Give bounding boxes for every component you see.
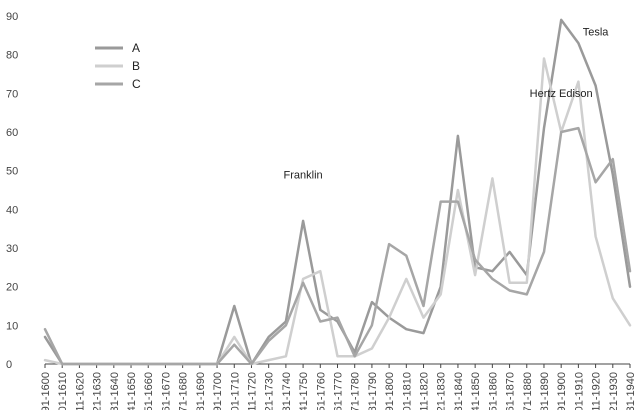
y-tick-label: 20 — [6, 282, 18, 294]
x-tick-label: 1741-1750 — [298, 372, 310, 410]
x-tick-label: 1761-1770 — [333, 372, 345, 410]
x-tick-label: 1911-1920 — [591, 372, 603, 410]
x-tick-label: 1821-1830 — [436, 372, 448, 410]
y-axis: 0 10 20 30 40 50 60 70 80 90 — [6, 11, 18, 371]
x-tick-label: 1771-1780 — [350, 372, 362, 410]
x-tick-label: 1701-1710 — [229, 372, 241, 410]
y-tick-label: 10 — [6, 320, 18, 332]
series-line-c — [43, 126, 632, 366]
x-tick-label: 1611-1620 — [74, 372, 86, 410]
legend-label-a: A — [132, 41, 140, 55]
y-tick-label: 30 — [6, 243, 18, 255]
x-tick-label: 1711-1720 — [246, 372, 258, 410]
x-tick-label: 1881-1890 — [539, 372, 551, 410]
y-tick-label: 60 — [6, 127, 18, 139]
series-layer — [43, 18, 632, 366]
y-tick-label: 40 — [6, 204, 18, 216]
x-tick-label: 1811-1820 — [419, 372, 431, 410]
x-tick-label: 1621-1630 — [92, 372, 104, 410]
x-tick-label: 1921-1930 — [608, 372, 620, 410]
y-tick-label: 80 — [6, 50, 18, 62]
annotation-hertz-edison: Hertz Edison — [530, 88, 593, 100]
x-tick-label: 1631-1640 — [109, 372, 121, 410]
annotation-tesla: Tesla — [583, 26, 610, 38]
x-tick-label: 1861-1870 — [505, 372, 517, 410]
annotations: Franklin Hertz Edison Tesla — [284, 26, 610, 181]
y-tick-label: 0 — [6, 359, 12, 371]
annotation-franklin: Franklin — [284, 169, 323, 181]
legend-label-b: B — [132, 59, 140, 73]
x-tick-label: 1831-1840 — [453, 372, 465, 410]
x-tick-label: 1731-1740 — [281, 372, 293, 410]
x-tick-label: 1591-1600 — [40, 372, 52, 410]
x-tick-label: 1681-1690 — [195, 372, 207, 410]
y-tick-label: 70 — [6, 88, 18, 100]
x-tick-label: 1901-1910 — [573, 372, 585, 410]
x-tick-label: 1641-1650 — [126, 372, 138, 410]
x-tick-label: 1651-1660 — [143, 372, 155, 410]
x-tick-label: 1841-1850 — [470, 372, 482, 410]
x-tick-label: 1671-1680 — [178, 372, 190, 410]
x-tick-label: 1801-1810 — [401, 372, 413, 410]
x-axis: 1591-1600 1601-1610 1611-1620 1621-1630 1631… — [40, 363, 637, 410]
x-tick-label: 1891-1900 — [556, 372, 568, 410]
x-tick-label: 1871-1880 — [522, 372, 534, 410]
legend-label-c: C — [132, 77, 141, 91]
x-tick-label: 1791-1800 — [384, 372, 396, 410]
x-tick-label: 1601-1610 — [57, 372, 69, 410]
y-tick-label: 50 — [6, 166, 18, 178]
x-tick-label: 1691-1700 — [212, 372, 224, 410]
x-tick-label: 1661-1670 — [160, 372, 172, 410]
x-tick-label: 1931-1940 — [625, 372, 637, 410]
x-tick-label: 1781-1790 — [367, 372, 379, 410]
x-tick-label: 1721-1730 — [264, 372, 276, 410]
x-tick-label: 1851-1860 — [487, 372, 499, 410]
y-tick-label: 90 — [6, 11, 18, 23]
x-tick-label: 1751-1760 — [315, 372, 327, 410]
legend: ABC — [95, 41, 141, 91]
